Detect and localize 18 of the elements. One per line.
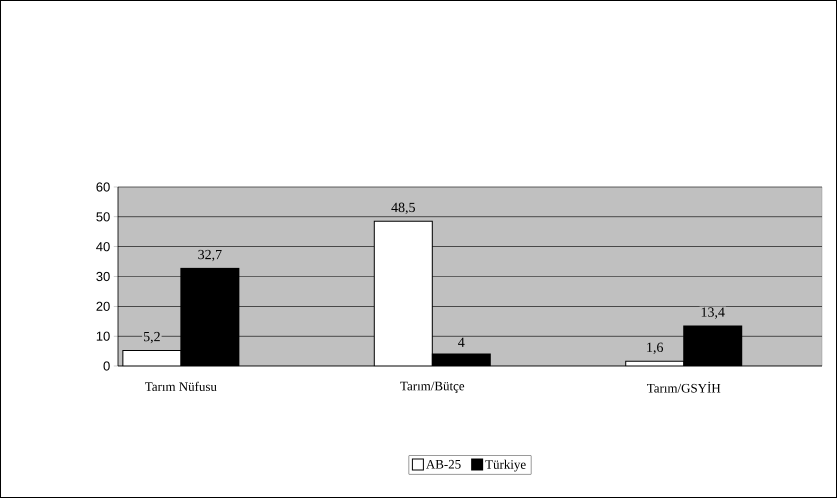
- data-label: 5,2: [144, 332, 160, 344]
- y-tick-label: 30: [96, 272, 110, 282]
- legend-label: AB-25: [426, 460, 461, 469]
- y-tick-label: 10: [96, 332, 110, 341]
- data-label: 32,7: [198, 250, 222, 262]
- data-label: 4: [458, 338, 465, 347]
- data-label: 48,5: [391, 202, 415, 214]
- y-tick-label: 40: [96, 242, 110, 252]
- data-label: 1,6: [647, 342, 664, 354]
- y-tick-label: 50: [96, 212, 110, 222]
- y-tick-label: 60: [96, 182, 110, 192]
- x-tick-label: Tarım Nüfusu: [145, 382, 217, 391]
- legend-label: Türkiye: [485, 460, 526, 472]
- y-tick-label: 0: [104, 361, 110, 371]
- y-tick-label: 20: [96, 302, 110, 311]
- x-tick-label: Tarım/GSYİH: [647, 382, 720, 393]
- x-tick-label: Tarım/Bütçe: [400, 382, 464, 394]
- data-label: 13,4: [702, 307, 725, 319]
